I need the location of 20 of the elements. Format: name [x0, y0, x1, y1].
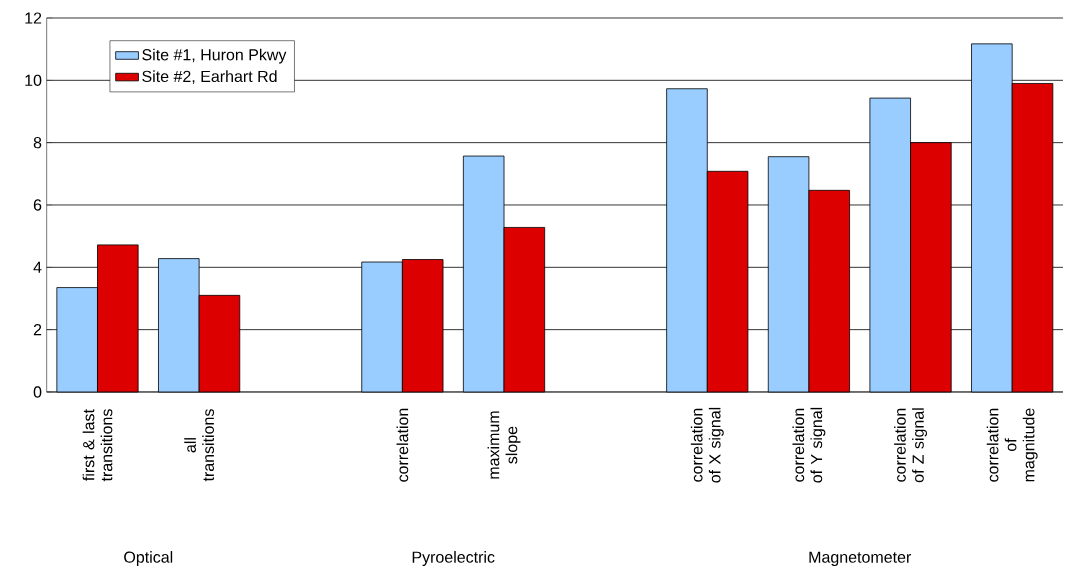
y-tick-label: 2 — [33, 323, 42, 336]
y-tick-label: 6 — [33, 199, 42, 211]
x-tick-label: all transitions — [184, 408, 214, 482]
y-tick-label: 12 — [25, 12, 42, 24]
x-tick-label: maximum slope — [487, 411, 521, 479]
x-tick-label: correlation of X signal — [690, 407, 724, 483]
x-tick-label: correlation of Y signal — [792, 407, 826, 483]
text: Optical — [124, 550, 173, 566]
y-tick-label: 8 — [33, 136, 42, 149]
text: Pyroelectric — [412, 550, 495, 566]
y-tick-label: 0 — [33, 386, 42, 398]
y-tick-label: 4 — [33, 261, 42, 273]
x-tick-label: first & last transitions — [82, 408, 113, 482]
legend-label: Site #2, Earhart Rd — [142, 70, 277, 84]
text: Magnetometer — [809, 551, 912, 566]
y-tick-label: 10 — [25, 74, 42, 86]
legend-label: Site #1, Huron Pkwy — [142, 48, 287, 64]
x-tick-label: correlation of magnitude — [986, 408, 1038, 482]
x-tick-label: correlation — [396, 408, 409, 482]
x-tick-label: correlation of Z signal — [894, 408, 928, 482]
